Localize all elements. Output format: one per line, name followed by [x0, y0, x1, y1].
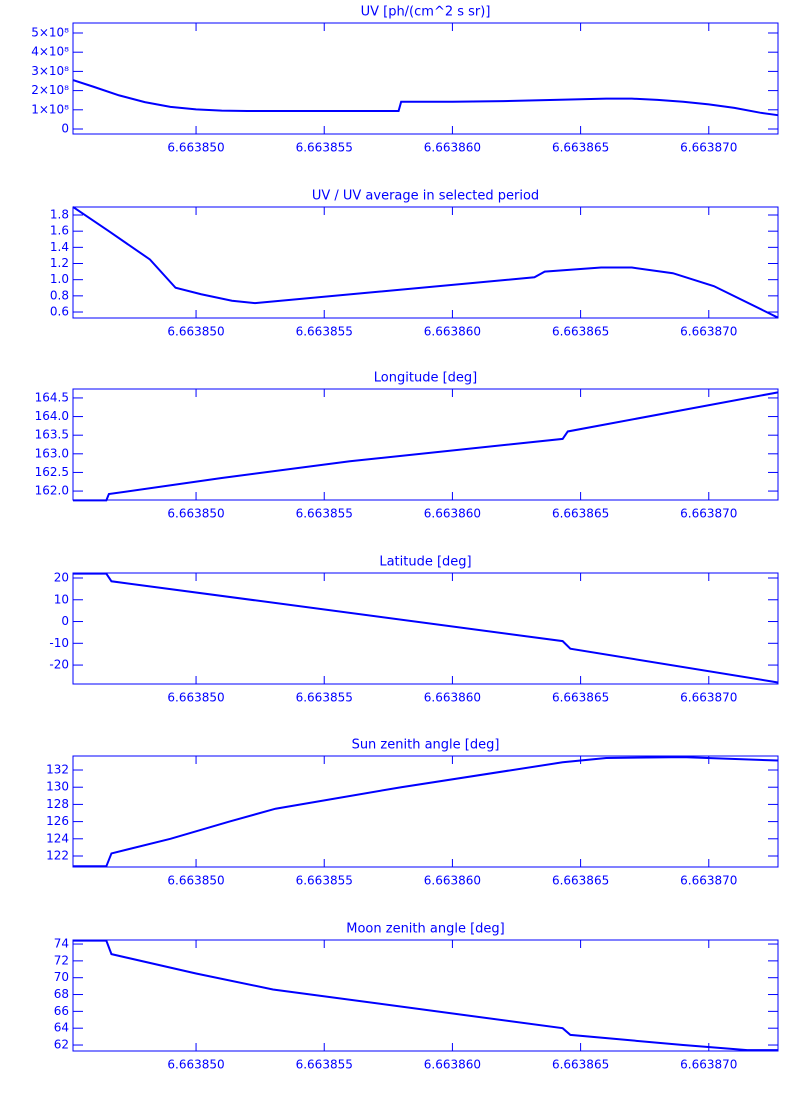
plot-frame: [72, 22, 779, 135]
x-tick-label: 6.663870: [680, 691, 737, 705]
y-tick-label: 1.4: [50, 240, 69, 254]
x-tick-label: 6.663865: [552, 1058, 609, 1072]
x-tick-label: 6.663860: [424, 325, 481, 339]
data-line: [73, 391, 779, 502]
y-tick-label: 62: [54, 1038, 69, 1052]
x-tick-label: 6.663860: [424, 507, 481, 521]
x-tick-label: 6.663850: [167, 141, 224, 155]
x-tick-label: 6.663850: [167, 325, 224, 339]
plot-frame: [72, 939, 779, 1052]
y-tick-label: 0.6: [50, 305, 69, 319]
x-tick-label: 6.663855: [296, 141, 353, 155]
x-tick-label: 6.663865: [552, 874, 609, 888]
y-tick-label: 1×10⁸: [31, 102, 69, 116]
y-tick-label: 74: [54, 937, 69, 951]
x-tick-label: 6.663850: [167, 1058, 224, 1072]
data-line: [72, 206, 779, 319]
y-tick-label: 1.0: [50, 272, 69, 286]
y-tick-label: 0: [61, 614, 69, 628]
x-tick-label: 6.663870: [680, 1058, 737, 1072]
x-tick-label: 6.663855: [296, 874, 353, 888]
y-tick-label: 0: [61, 122, 69, 136]
data-line: [73, 939, 778, 1052]
y-tick-label: 72: [54, 953, 69, 967]
x-tick-label: 6.663850: [167, 507, 224, 521]
data-line: [72, 79, 779, 117]
y-tick-label: 130: [46, 780, 69, 794]
x-tick-label: 6.663860: [424, 874, 481, 888]
y-tick-label: 68: [54, 987, 69, 1001]
x-tick-label: 6.663865: [552, 691, 609, 705]
y-tick-label: 163.5: [35, 428, 69, 442]
y-tick-label: 126: [46, 814, 69, 828]
panel-title: Latitude [deg]: [379, 555, 471, 570]
x-tick-label: 6.663870: [680, 874, 737, 888]
x-tick-label: 6.663865: [552, 507, 609, 521]
x-tick-label: 6.663860: [424, 691, 481, 705]
x-tick-label: 6.663855: [296, 1058, 353, 1072]
x-tick-label: 6.663855: [296, 691, 353, 705]
y-tick-label: 132: [46, 763, 69, 777]
panel-title: Longitude [deg]: [374, 371, 477, 386]
y-tick-label: 122: [46, 848, 69, 862]
y-tick-label: 1.8: [50, 208, 69, 222]
x-tick-label: 6.663850: [167, 691, 224, 705]
y-tick-label: 70: [54, 970, 69, 984]
panel-title: UV [ph/(cm^2 s sr)]: [361, 5, 491, 20]
y-tick-label: 162.0: [35, 484, 69, 498]
x-tick-label: 6.663865: [552, 325, 609, 339]
y-tick-label: 163.0: [35, 446, 69, 460]
plot-frame: [72, 206, 779, 319]
y-tick-label: 124: [46, 831, 69, 845]
data-line: [73, 572, 779, 684]
y-tick-label: 4×10⁸: [31, 45, 69, 59]
y-tick-label: 3×10⁸: [31, 64, 69, 78]
y-tick-label: 1.6: [50, 224, 69, 238]
plot-frame: [72, 755, 779, 868]
y-tick-label: 20: [54, 571, 69, 585]
x-tick-label: 6.663850: [167, 874, 224, 888]
y-tick-label: 10: [54, 592, 69, 606]
x-tick-label: 6.663870: [680, 141, 737, 155]
plot-frame: [72, 572, 779, 685]
y-tick-label: 162.5: [35, 465, 69, 479]
x-tick-label: 6.663855: [296, 325, 353, 339]
plot-frame: [72, 388, 779, 501]
y-tick-label: 5×10⁸: [31, 25, 69, 39]
panel-title: UV / UV average in selected period: [312, 189, 539, 204]
x-tick-label: 6.663860: [424, 141, 481, 155]
y-tick-label: 128: [46, 797, 69, 811]
panel-title: Sun zenith angle [deg]: [352, 738, 500, 753]
y-tick-label: -20: [49, 658, 69, 672]
x-tick-label: 6.663865: [552, 141, 609, 155]
x-tick-label: 6.663870: [680, 507, 737, 521]
x-tick-label: 6.663855: [296, 507, 353, 521]
y-tick-label: 0.8: [50, 288, 69, 302]
y-tick-label: 164.0: [35, 409, 69, 423]
y-tick-label: -10: [49, 636, 69, 650]
x-tick-label: 6.663870: [680, 325, 737, 339]
x-tick-label: 6.663860: [424, 1058, 481, 1072]
y-tick-label: 2×10⁸: [31, 83, 69, 97]
data-line: [73, 756, 779, 868]
y-tick-label: 66: [54, 1004, 69, 1018]
y-tick-label: 164.5: [35, 390, 69, 404]
y-tick-label: 64: [54, 1021, 69, 1035]
panel-title: Moon zenith angle [deg]: [346, 922, 504, 937]
y-tick-label: 1.2: [50, 256, 69, 270]
